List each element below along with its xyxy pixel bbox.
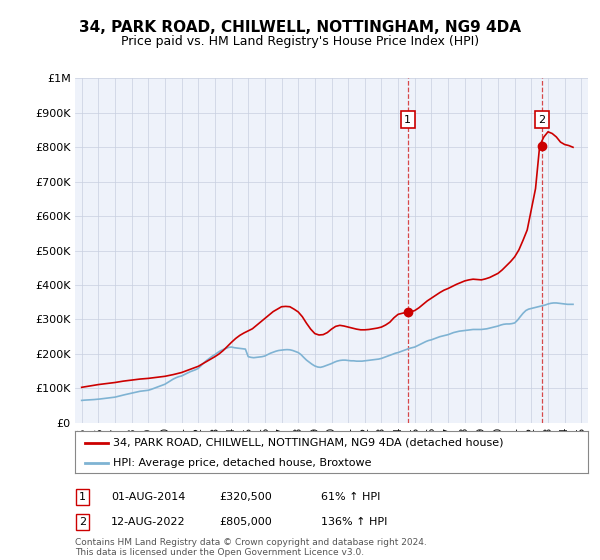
- Text: £320,500: £320,500: [219, 492, 272, 502]
- Text: £805,000: £805,000: [219, 517, 272, 527]
- Text: 01-AUG-2014: 01-AUG-2014: [111, 492, 185, 502]
- Text: 136% ↑ HPI: 136% ↑ HPI: [321, 517, 388, 527]
- Text: Contains HM Land Registry data © Crown copyright and database right 2024.
This d: Contains HM Land Registry data © Crown c…: [75, 538, 427, 557]
- Text: Price paid vs. HM Land Registry's House Price Index (HPI): Price paid vs. HM Land Registry's House …: [121, 35, 479, 48]
- Text: 1: 1: [79, 492, 86, 502]
- Text: 34, PARK ROAD, CHILWELL, NOTTINGHAM, NG9 4DA: 34, PARK ROAD, CHILWELL, NOTTINGHAM, NG9…: [79, 20, 521, 35]
- Text: 12-AUG-2022: 12-AUG-2022: [111, 517, 185, 527]
- Text: 2: 2: [79, 517, 86, 527]
- Text: HPI: Average price, detached house, Broxtowe: HPI: Average price, detached house, Brox…: [113, 458, 372, 468]
- Text: 61% ↑ HPI: 61% ↑ HPI: [321, 492, 380, 502]
- Text: 2: 2: [538, 115, 545, 125]
- Text: 1: 1: [404, 115, 411, 125]
- Text: 34, PARK ROAD, CHILWELL, NOTTINGHAM, NG9 4DA (detached house): 34, PARK ROAD, CHILWELL, NOTTINGHAM, NG9…: [113, 437, 504, 447]
